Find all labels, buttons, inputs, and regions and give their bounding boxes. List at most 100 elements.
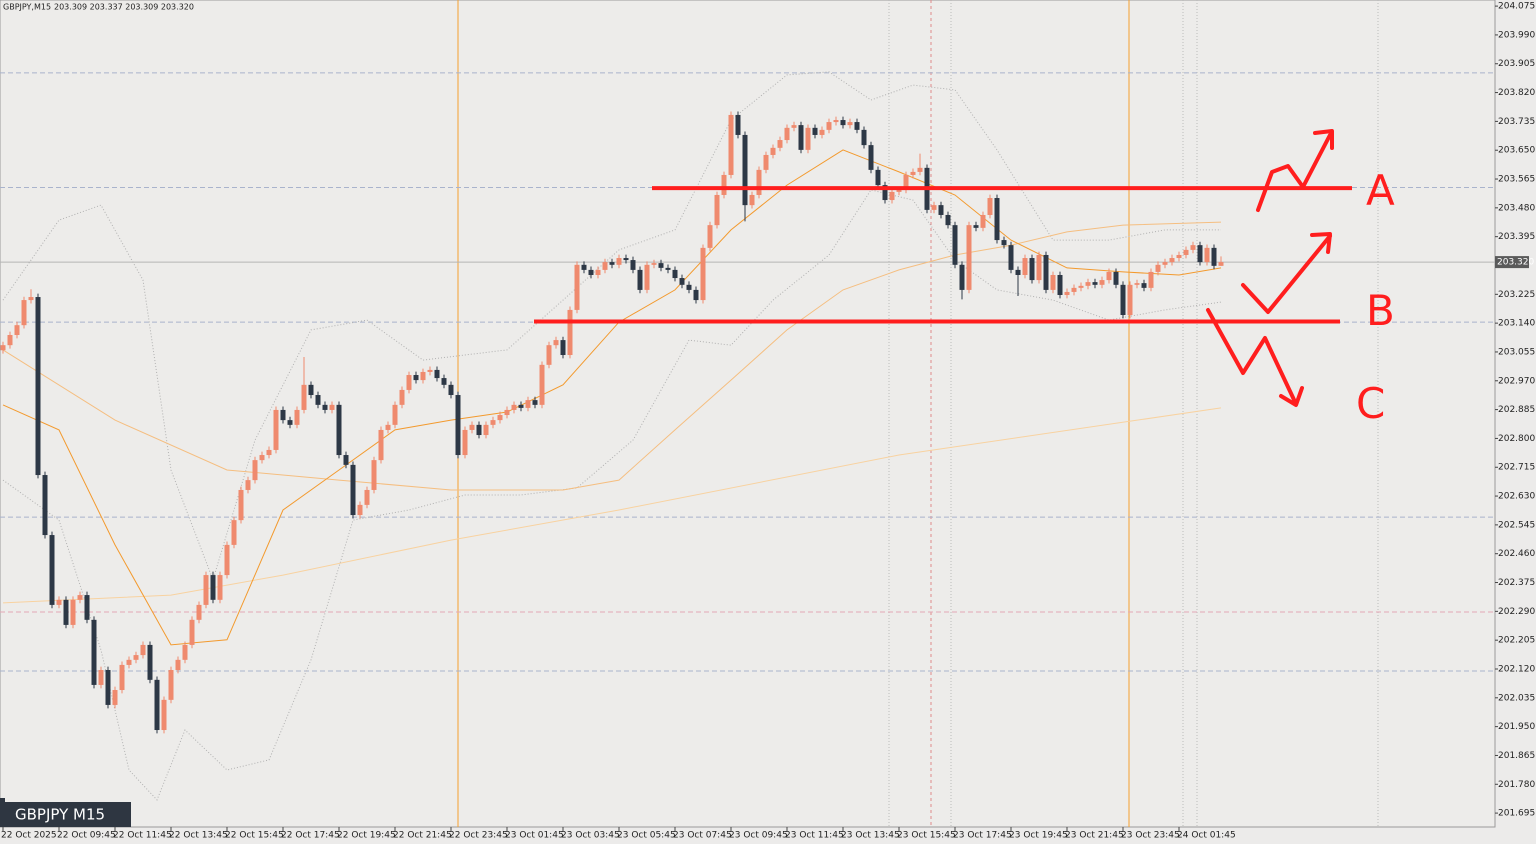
x-tick-label: 23 Oct 23:45 [1121,831,1180,841]
candle-body [315,395,321,405]
candle-body [364,489,370,505]
arrow-b [1241,234,1332,314]
candle-body [623,258,629,261]
candle-body [700,247,706,301]
candle-body [175,659,181,671]
x-tick-label: 23 Oct 09:45 [729,831,788,841]
x-tick-label: 22 Oct 13:45 [169,831,228,841]
indicator-line [2,189,1222,801]
candle-body [406,375,412,390]
candle-body [70,599,76,625]
candle-body [462,429,468,456]
y-tick-label: 202.800 [1498,434,1535,444]
candle-layer [0,111,1224,734]
symbol-badge [0,802,131,827]
y-tick-label: 202.630 [1498,492,1535,502]
arrow-head [1313,129,1334,150]
candle-body [742,134,748,206]
y-tick-label: 202.205 [1498,636,1535,646]
candle-body [707,225,713,248]
candle-body [1218,262,1224,266]
overlay-layer: 203.320 [534,186,1534,324]
candle-body [231,520,237,545]
y-tick-label: 203.905 [1498,59,1535,69]
candle-body [182,644,188,660]
x-tick-label: 23 Oct 07:45 [673,831,732,841]
candle-body [784,127,790,141]
candle-body [504,409,510,416]
x-tick-label: 23 Oct 21:45 [1065,831,1124,841]
plot-area [0,0,1496,828]
candle-body [861,129,867,146]
badge-tab [0,798,5,802]
y-tick-label: 203.565 [1498,175,1535,185]
candle-body [441,378,447,385]
candle-body [952,225,958,265]
candle-body [973,225,979,228]
ohlc-readout: 203.309 203.337 203.309 203.320 [54,3,194,12]
candle-body [840,120,846,126]
candle-body [574,264,580,310]
candle-body [105,670,111,705]
candle-body [735,114,741,135]
x-tick-label: 23 Oct 13:45 [841,831,900,841]
y-tick-label: 202.885 [1498,405,1535,415]
indicator-line [2,407,1222,604]
candle-body [448,384,454,396]
candle-body [350,464,356,516]
candle-body [903,174,909,190]
candle-body [539,364,545,405]
candle-body [1211,247,1217,266]
x-tick-label: 22 Oct 11:45 [113,831,172,841]
candle-body [224,544,230,576]
candle-body [49,535,55,605]
candle-body [126,659,132,665]
x-tick-label: 22 Oct 09:45 [57,831,116,841]
candle-body [1190,245,1196,250]
x-tick-label: 22 Oct 15:45 [225,831,284,841]
y-tick-label: 202.545 [1498,520,1535,530]
candle-body [210,575,216,600]
candle-body [525,400,531,408]
candle-body [665,267,671,270]
x-tick-label: 23 Oct 19:45 [1009,831,1068,841]
candle-body [266,449,272,456]
candle-body [133,655,139,660]
candle-body [868,145,874,170]
candle-body [945,214,951,226]
candle-body [168,670,174,700]
candle-body [595,269,601,275]
candle-body [476,424,482,436]
candle-body [854,122,860,130]
candle-body [154,679,160,731]
candle-body [1204,247,1210,263]
candle-body [1092,282,1098,285]
candle-body [672,269,678,279]
candle-body [1085,282,1091,286]
candle-body [77,595,83,600]
x-tick-label: 23 Oct 01:45 [505,831,564,841]
candle-body [343,455,349,465]
candle-body [1106,271,1112,281]
x-tick-label: 22 Oct 17:45 [281,831,340,841]
y-tick-label: 203.140 [1498,319,1535,329]
y-tick-label: 201.865 [1498,751,1535,761]
candle-body [280,409,286,421]
y-tick-label: 204.075 [1498,2,1535,12]
candle-body [798,125,804,150]
y-tick-label: 203.650 [1498,146,1535,156]
candle-body [84,595,90,620]
candle-body [217,575,223,600]
candle-body [714,194,720,226]
candle-body [532,400,538,405]
indicator-line [2,221,1222,491]
candle-body [245,480,251,490]
candle-body [385,424,391,430]
candle-body [546,345,552,365]
candle-body [1022,258,1028,275]
y-tick-label: 203.820 [1498,88,1535,98]
candle-body [1162,262,1168,265]
candle-body [490,420,496,425]
candle-body [35,297,41,476]
